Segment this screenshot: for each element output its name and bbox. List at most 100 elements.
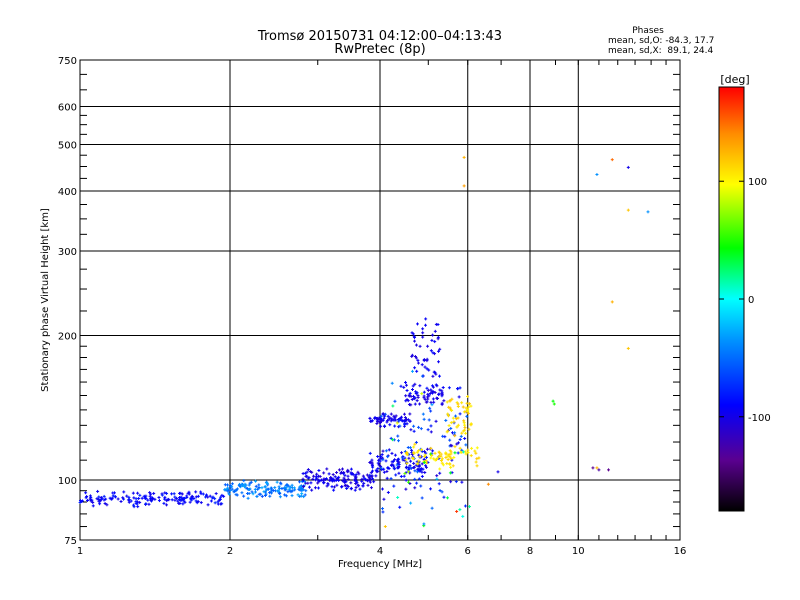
data-point	[333, 485, 337, 489]
data-point	[456, 451, 460, 455]
data-point	[381, 510, 385, 514]
data-point	[257, 485, 261, 489]
data-point	[424, 464, 428, 468]
data-point	[462, 419, 466, 423]
data-point	[273, 486, 277, 490]
data-point	[434, 372, 438, 376]
data-point	[430, 384, 434, 388]
data-point	[420, 496, 424, 500]
data-point	[438, 347, 442, 351]
data-point	[263, 484, 267, 488]
data-point	[440, 391, 444, 395]
data-point	[242, 494, 246, 498]
data-point	[433, 451, 437, 455]
data-point	[278, 495, 282, 499]
data-point	[271, 489, 275, 493]
data-point	[438, 374, 442, 378]
data-point	[447, 453, 451, 457]
data-point	[259, 492, 263, 496]
data-point	[209, 499, 213, 503]
data-point	[454, 414, 458, 418]
data-point	[278, 487, 282, 491]
data-point	[420, 374, 424, 378]
data-point	[140, 496, 144, 500]
data-point	[177, 491, 181, 495]
data-point	[463, 504, 467, 508]
data-point	[316, 481, 320, 485]
data-point	[414, 356, 418, 360]
data-point	[298, 485, 302, 489]
data-point	[146, 498, 150, 502]
data-point	[376, 454, 380, 458]
data-point	[312, 474, 316, 478]
data-point	[465, 401, 469, 405]
data-point	[337, 475, 341, 479]
data-point	[390, 381, 394, 385]
data-point	[260, 494, 264, 498]
data-point	[211, 495, 215, 499]
data-point	[265, 488, 269, 492]
data-point	[453, 451, 457, 455]
data-point	[300, 492, 304, 496]
data-point	[366, 479, 370, 483]
data-point	[383, 412, 387, 416]
x-tick-label: 4	[377, 546, 383, 557]
data-point	[464, 443, 468, 447]
data-point	[438, 388, 442, 392]
chart-title: Tromsø 20150731 04:12:00–04:13:43	[257, 29, 502, 44]
data-point	[454, 480, 458, 484]
data-point	[430, 403, 434, 407]
data-point	[412, 457, 416, 461]
data-point	[429, 456, 433, 460]
data-point	[445, 400, 449, 404]
data-point	[403, 471, 407, 475]
data-point	[251, 492, 255, 496]
data-point	[255, 494, 259, 498]
data-point	[383, 525, 387, 529]
data-point	[369, 486, 373, 490]
data-point	[352, 478, 356, 482]
data-point	[377, 463, 381, 467]
data-point	[265, 481, 269, 485]
data-point	[381, 458, 385, 462]
data-point	[175, 496, 179, 500]
data-point	[247, 492, 251, 496]
data-point	[455, 442, 459, 446]
data-point	[475, 446, 479, 450]
data-point	[462, 155, 466, 159]
data-point	[465, 414, 469, 418]
data-point	[353, 474, 357, 478]
data-point	[385, 476, 389, 480]
data-point	[466, 409, 470, 413]
data-point	[453, 434, 457, 438]
data-point	[380, 419, 384, 423]
data-point	[132, 505, 136, 509]
data-point	[394, 418, 398, 422]
data-point	[408, 446, 412, 450]
data-point	[441, 463, 445, 467]
data-point	[363, 478, 367, 482]
data-point	[462, 184, 466, 188]
data-point	[413, 402, 417, 406]
phase-stats-o: mean, sd,O: -84.3, 17.7	[608, 36, 714, 46]
data-point	[417, 449, 421, 453]
data-point	[413, 477, 417, 481]
data-point	[285, 483, 289, 487]
data-point	[361, 474, 365, 478]
data-point	[429, 487, 433, 491]
data-point	[213, 501, 217, 505]
data-point	[301, 479, 305, 483]
data-point	[410, 331, 414, 335]
data-point	[404, 487, 408, 491]
data-point	[165, 503, 169, 507]
data-point	[217, 499, 221, 503]
data-point	[463, 428, 467, 432]
data-point	[486, 482, 490, 486]
data-point	[393, 453, 397, 457]
data-point	[456, 423, 460, 427]
data-point	[353, 488, 357, 492]
data-point	[407, 456, 411, 460]
data-point	[305, 474, 309, 478]
data-point	[390, 417, 394, 421]
data-point	[413, 442, 417, 446]
